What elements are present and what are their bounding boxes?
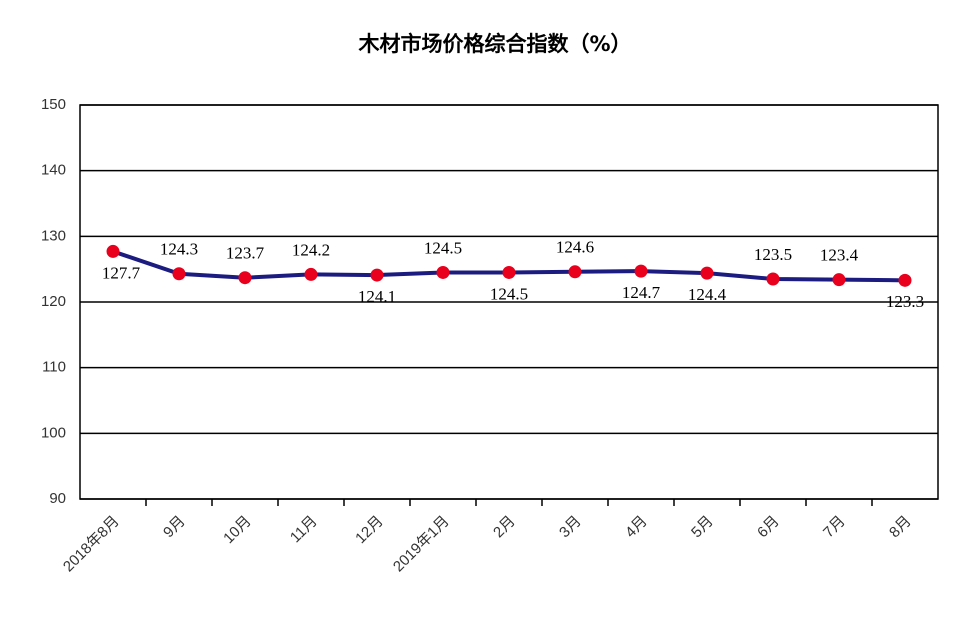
x-tick-label: 5月 [688,513,717,542]
point [766,272,780,286]
value-label: 124.4 [688,285,727,304]
value-label: 124.6 [556,238,594,257]
x-tick-label: 2018年8月 [60,513,123,576]
x-tick-label: 7月 [820,513,849,542]
value-label: 124.7 [622,283,661,302]
x-tick-label: 10月 [220,513,254,547]
point [304,267,318,281]
x-tick-label: 9月 [160,513,189,542]
value-label: 124.3 [160,240,198,259]
point [436,265,450,279]
x-tick-label: 4月 [622,513,651,542]
value-label: 123.7 [226,244,265,263]
point [238,271,252,285]
point [106,244,120,258]
point [700,266,714,280]
x-tick-label: 2019年1月 [390,513,453,576]
y-tick-label: 100 [41,424,66,441]
x-tick-label: 3月 [556,513,585,542]
x-tick-label: 6月 [754,513,783,542]
value-label: 123.5 [754,245,792,264]
y-tick-label: 140 [41,162,66,179]
value-label: 124.2 [292,240,330,259]
chart-title: 木材市场价格综合指数（%） [357,32,631,56]
value-label: 123.4 [820,246,859,265]
value-label: 124.5 [424,238,462,257]
point [568,265,582,279]
point [898,273,912,287]
y-tick-label: 120 [41,293,66,310]
value-label: 124.1 [358,287,396,306]
value-label: 123.3 [886,292,924,311]
x-tick-label: 12月 [352,513,386,547]
point [502,265,516,279]
plot-frame [79,104,939,500]
y-tick-label: 90 [49,490,66,507]
point [634,264,648,278]
x-tick-label: 2月 [490,513,519,542]
value-label: 127.7 [102,263,141,282]
point [370,268,384,282]
y-tick-label: 150 [41,96,66,113]
x-tick-label: 11月 [287,513,321,547]
x-tick-label: 8月 [886,513,915,542]
value-label: 124.5 [490,284,528,303]
point [172,267,186,281]
point [832,273,846,287]
y-tick-label: 110 [42,359,66,376]
y-tick-label: 130 [41,227,66,244]
